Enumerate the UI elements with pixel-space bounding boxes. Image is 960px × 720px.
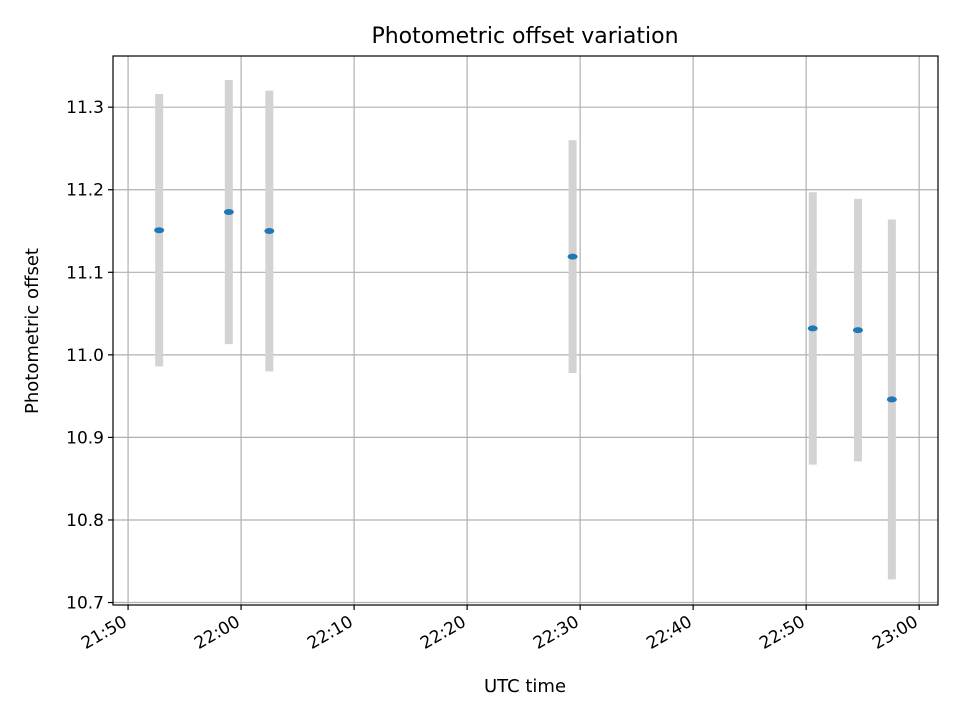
y-tick-label: 10.8 [66, 511, 104, 531]
y-tick-label: 11.3 [66, 98, 104, 118]
y-axis-ticks: 10.7 10.8 10.9 11.0 11.1 11.2 11.3 [66, 98, 113, 614]
data-point [886, 396, 897, 403]
y-tick-label: 10.9 [66, 428, 104, 448]
chart-title: Photometric offset variation [371, 24, 678, 49]
data-point [154, 227, 165, 234]
y-tick-label: 11.1 [66, 263, 104, 283]
data-point [264, 228, 275, 235]
data-point [852, 327, 863, 334]
data-point [223, 209, 234, 216]
y-tick-label: 10.7 [66, 594, 104, 614]
data-point [807, 325, 818, 332]
x-axis-label: UTC time [484, 676, 566, 697]
y-axis-label: Photometric offset [22, 248, 43, 414]
y-tick-label: 11.0 [66, 346, 104, 366]
plot-frame [112, 55, 939, 606]
data-point [567, 253, 578, 260]
y-tick-label: 11.2 [66, 181, 104, 201]
grid-lines [113, 56, 938, 605]
data-points [154, 209, 897, 403]
